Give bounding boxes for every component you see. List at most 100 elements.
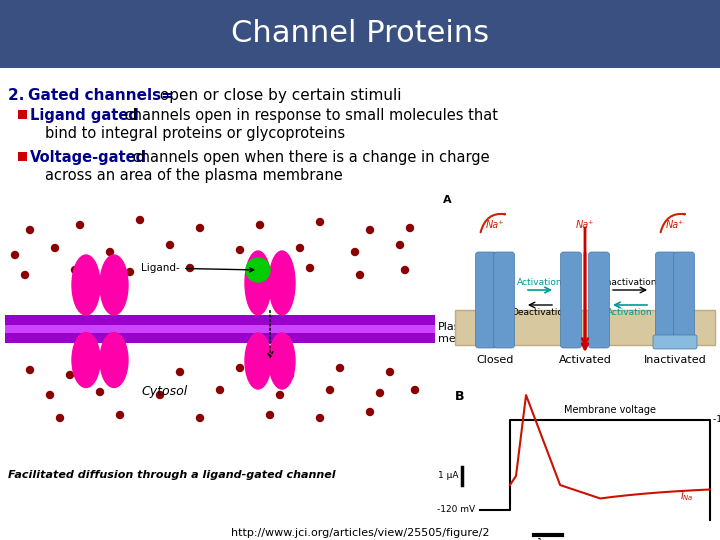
Circle shape	[117, 411, 124, 418]
Text: $I_{Na}$: $I_{Na}$	[680, 489, 693, 503]
FancyBboxPatch shape	[560, 252, 582, 348]
Circle shape	[387, 368, 394, 375]
Text: Closed: Closed	[477, 355, 513, 365]
Circle shape	[256, 221, 264, 228]
FancyBboxPatch shape	[673, 252, 695, 348]
Circle shape	[317, 415, 323, 422]
Text: across an area of the plasma membrane: across an area of the plasma membrane	[45, 168, 343, 183]
Text: A: A	[443, 195, 451, 205]
FancyBboxPatch shape	[655, 252, 677, 348]
Circle shape	[266, 411, 274, 418]
Ellipse shape	[100, 255, 128, 315]
Ellipse shape	[269, 333, 295, 389]
Text: Ligand gated: Ligand gated	[30, 108, 139, 123]
FancyArrowPatch shape	[661, 214, 685, 232]
Circle shape	[407, 225, 413, 232]
Text: -10 mV: -10 mV	[713, 415, 720, 424]
Circle shape	[246, 268, 253, 275]
Text: bind to integral proteins or glycoproteins: bind to integral proteins or glycoprotei…	[45, 126, 345, 141]
Text: B: B	[455, 390, 464, 403]
Circle shape	[52, 245, 58, 252]
Ellipse shape	[245, 251, 271, 315]
Bar	[18, 152, 27, 161]
Bar	[18, 110, 27, 119]
Circle shape	[12, 252, 19, 259]
Circle shape	[137, 217, 143, 224]
Circle shape	[56, 415, 63, 422]
Text: Activated: Activated	[559, 355, 611, 365]
Text: Gated channels=: Gated channels=	[28, 88, 174, 103]
FancyBboxPatch shape	[493, 252, 515, 348]
Circle shape	[71, 267, 78, 273]
Ellipse shape	[72, 255, 100, 315]
Text: channels open in response to small molecules that: channels open in response to small molec…	[120, 108, 498, 123]
Circle shape	[317, 219, 323, 226]
Circle shape	[356, 272, 364, 279]
Circle shape	[377, 389, 384, 396]
Circle shape	[107, 248, 114, 255]
Text: Cytosol: Cytosol	[142, 385, 188, 398]
Ellipse shape	[269, 251, 295, 315]
Text: Plasma
membrane: Plasma membrane	[438, 322, 499, 343]
Circle shape	[27, 226, 34, 233]
Circle shape	[96, 388, 104, 395]
Text: Na⁺: Na⁺	[576, 220, 594, 230]
Text: Na⁺: Na⁺	[486, 220, 504, 230]
Text: Inactivated: Inactivated	[644, 355, 706, 365]
Circle shape	[127, 268, 133, 275]
Circle shape	[326, 387, 333, 394]
Circle shape	[412, 387, 418, 394]
Circle shape	[402, 267, 408, 273]
Ellipse shape	[100, 333, 128, 388]
Circle shape	[156, 392, 163, 399]
Text: -120 mV: -120 mV	[437, 505, 475, 515]
Text: Deactivation: Deactivation	[511, 308, 569, 317]
Circle shape	[66, 372, 73, 379]
Circle shape	[186, 265, 194, 272]
Circle shape	[166, 241, 174, 248]
Circle shape	[236, 246, 243, 253]
Circle shape	[76, 221, 84, 228]
Ellipse shape	[245, 333, 271, 389]
Text: Voltage-gated: Voltage-gated	[30, 150, 147, 165]
Circle shape	[27, 367, 34, 374]
Text: Activation: Activation	[517, 278, 563, 287]
Text: Ligand-: Ligand-	[141, 263, 253, 273]
Circle shape	[197, 225, 204, 232]
Circle shape	[117, 364, 124, 372]
Ellipse shape	[72, 333, 100, 388]
FancyBboxPatch shape	[653, 335, 697, 349]
Text: Channel Proteins: Channel Proteins	[231, 19, 489, 49]
Circle shape	[176, 368, 184, 375]
Circle shape	[366, 408, 374, 415]
Text: Facilitated diffusion through a ligand-gated channel: Facilitated diffusion through a ligand-g…	[8, 470, 336, 480]
Text: 2.: 2.	[8, 88, 30, 103]
Bar	[455, 310, 715, 345]
Text: http://www.jci.org/articles/view/25505/figure/2: http://www.jci.org/articles/view/25505/f…	[230, 528, 490, 538]
Text: Membrane voltage: Membrane voltage	[564, 405, 656, 415]
Circle shape	[246, 258, 270, 282]
FancyBboxPatch shape	[475, 252, 497, 348]
Text: channels open when there is a change in charge: channels open when there is a change in …	[128, 150, 490, 165]
Text: Na⁺: Na⁺	[666, 220, 684, 230]
Bar	[0, 0, 720, 68]
Circle shape	[366, 226, 374, 233]
Circle shape	[236, 364, 243, 372]
Circle shape	[297, 245, 304, 252]
FancyBboxPatch shape	[588, 252, 610, 348]
Text: open or close by certain stimuli: open or close by certain stimuli	[155, 88, 402, 103]
Bar	[5, 315, 435, 343]
Circle shape	[276, 392, 284, 399]
Circle shape	[307, 265, 313, 272]
Circle shape	[336, 364, 343, 372]
Circle shape	[197, 415, 204, 422]
Text: 1 ms: 1 ms	[537, 538, 559, 540]
Circle shape	[351, 248, 359, 255]
Bar	[5, 325, 435, 333]
Circle shape	[22, 272, 29, 279]
Circle shape	[397, 241, 403, 248]
Text: 1 µA: 1 µA	[438, 471, 459, 481]
Circle shape	[287, 372, 294, 379]
Text: Inactivation: Inactivation	[603, 278, 657, 287]
Circle shape	[217, 387, 223, 394]
